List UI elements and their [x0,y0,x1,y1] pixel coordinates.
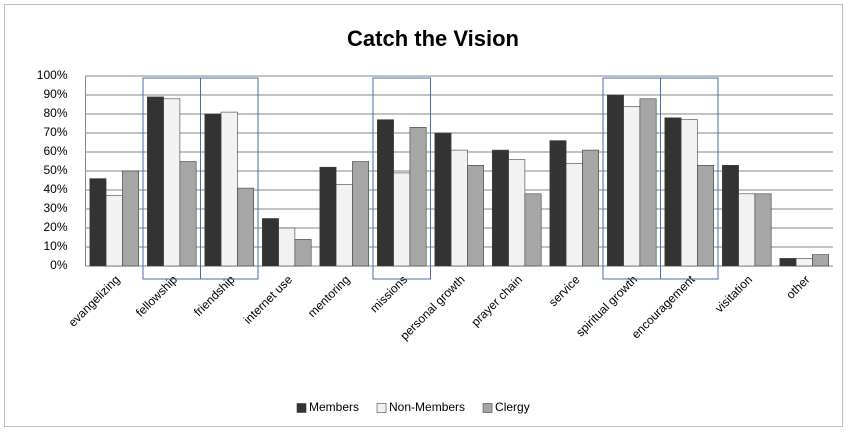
bar [697,165,714,267]
legend-label: Non-Members [389,400,465,414]
bar [582,149,599,267]
bar [623,106,641,267]
bar [738,193,756,267]
bar [664,117,682,267]
y-tick-label: 50% [43,163,67,177]
bar [450,149,468,267]
bar [294,239,312,267]
y-tick-label: 0% [50,258,68,272]
bar [812,254,829,267]
y-tick-label: 30% [43,201,67,215]
legend-label: Members [309,400,359,414]
highlight-box [200,77,259,280]
bar [680,119,698,267]
bar [163,98,181,267]
y-tick-label: 70% [43,125,67,139]
bar [549,140,567,267]
bar [262,218,279,267]
bar [795,258,813,267]
bar [754,193,772,267]
bar [237,187,254,267]
bar [89,178,107,267]
bar [434,132,452,267]
bar [122,170,139,267]
bar [147,96,164,267]
bar [508,159,526,267]
legend-swatch [482,403,493,413]
bar [565,163,583,267]
bar [779,258,797,267]
bar [204,113,222,267]
bar [319,166,337,267]
bar [409,127,427,267]
bar [105,195,123,267]
legend-swatch [376,403,387,413]
bar [377,119,394,267]
bar [179,161,197,267]
bar [467,165,484,267]
y-tick-label: 80% [43,106,67,120]
bar [335,184,353,267]
bar [607,94,624,267]
highlight-box [660,77,719,280]
chart-title: Catch the Vision [347,26,519,51]
bar [352,161,369,267]
bar [492,149,509,267]
y-tick-label: 40% [43,182,67,196]
bar [524,193,542,267]
y-tick-label: 60% [43,144,67,158]
bar [639,98,657,267]
y-tick-label: 10% [43,239,67,253]
y-tick-label: 90% [43,87,67,101]
legend-swatch [296,403,307,413]
y-tick-label: 100% [37,68,68,82]
y-tick-label: 20% [43,220,67,234]
bar [220,111,238,267]
bar [722,165,739,267]
bar [278,227,296,267]
bar [393,172,411,267]
legend-label: Clergy [495,400,530,414]
highlight-box [372,77,431,280]
